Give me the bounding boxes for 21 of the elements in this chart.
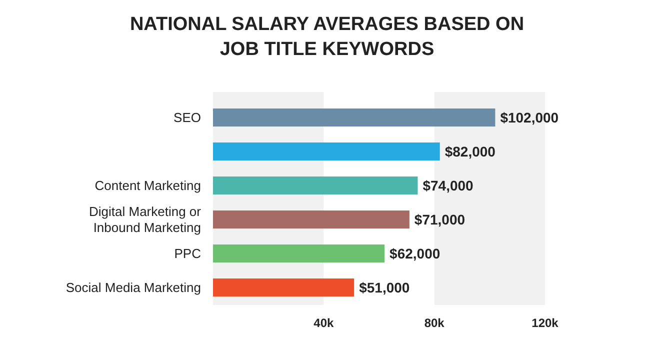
bar	[213, 244, 385, 263]
y-tick-label: Digital Marketing or Inbound Marketing	[89, 204, 202, 236]
y-tick-label: PPC	[174, 246, 201, 262]
x-tick-label: 80k	[424, 316, 445, 330]
y-tick-label: SEO	[174, 110, 201, 126]
bar	[213, 108, 496, 127]
bar	[213, 142, 440, 161]
data-label: $102,000	[500, 109, 559, 126]
bar	[213, 278, 354, 296]
bar	[213, 210, 410, 229]
data-label: $71,000	[414, 211, 466, 228]
data-label: $62,000	[390, 245, 440, 262]
x-tick-label: 40k	[314, 316, 334, 330]
data-label: $82,000	[444, 143, 496, 160]
y-tick-label: Social Media Marketing	[66, 280, 201, 296]
data-label: $51,000	[359, 279, 410, 296]
bar	[213, 176, 418, 195]
x-tick-label: 120k	[532, 316, 559, 330]
y-tick-label: Content Marketing	[94, 178, 201, 194]
data-label: $74,000	[422, 177, 474, 194]
chart-title: NATIONAL SALARY AVERAGES BASED ON JOB TITLE KEYWORDS	[130, 14, 524, 60]
